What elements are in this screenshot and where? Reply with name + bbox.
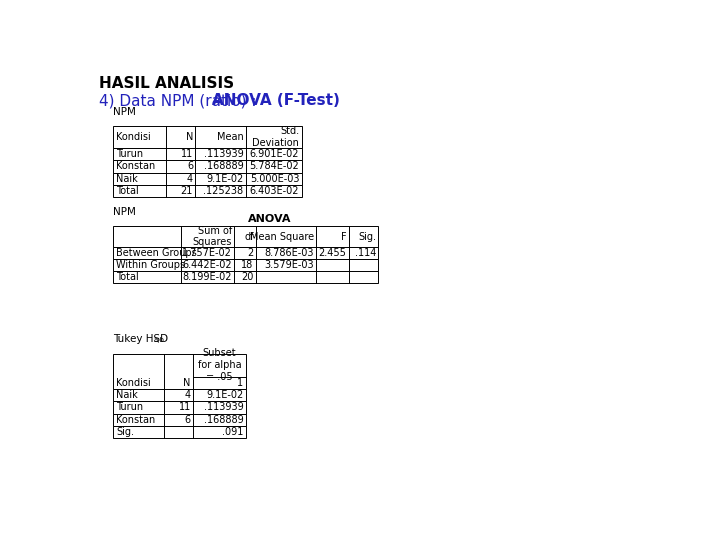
Text: 5.784E-02: 5.784E-02 bbox=[250, 161, 300, 171]
Text: .091: .091 bbox=[222, 427, 243, 437]
Text: ANOVA (F-Test): ANOVA (F-Test) bbox=[212, 93, 341, 109]
Text: Sum of
Squares: Sum of Squares bbox=[192, 226, 232, 247]
Text: .168889: .168889 bbox=[204, 415, 243, 425]
Text: 1: 1 bbox=[238, 378, 243, 388]
Text: Kondisi: Kondisi bbox=[117, 132, 151, 142]
Text: 3.579E-03: 3.579E-03 bbox=[264, 260, 314, 270]
Bar bbox=[113, 226, 378, 247]
Text: 6.442E-02: 6.442E-02 bbox=[182, 260, 232, 270]
Bar bbox=[113, 160, 302, 173]
Text: 6: 6 bbox=[187, 161, 193, 171]
Bar bbox=[113, 389, 246, 401]
Bar bbox=[113, 271, 378, 284]
Text: 4: 4 bbox=[184, 390, 191, 400]
Text: Total: Total bbox=[117, 272, 139, 282]
Text: 9.1E-02: 9.1E-02 bbox=[206, 390, 243, 400]
Bar bbox=[113, 148, 302, 160]
Text: Mean: Mean bbox=[217, 132, 243, 142]
Text: Kondisi: Kondisi bbox=[117, 378, 151, 388]
Text: Konstan: Konstan bbox=[117, 415, 156, 425]
Text: 6: 6 bbox=[184, 415, 191, 425]
Text: 6.403E-02: 6.403E-02 bbox=[250, 186, 300, 196]
Text: 4: 4 bbox=[187, 174, 193, 184]
Text: Between Groups: Between Groups bbox=[117, 248, 197, 258]
Bar bbox=[113, 259, 378, 271]
Text: 18: 18 bbox=[241, 260, 253, 270]
Text: Turun: Turun bbox=[117, 149, 143, 159]
Text: N: N bbox=[186, 132, 193, 142]
Text: .168889: .168889 bbox=[204, 161, 243, 171]
Text: Subset
for alpha
= .05: Subset for alpha = .05 bbox=[197, 348, 241, 382]
Text: 6.901E-02: 6.901E-02 bbox=[250, 149, 300, 159]
Text: Tukey HSD: Tukey HSD bbox=[113, 334, 168, 345]
Text: Std.
Deviation: Std. Deviation bbox=[253, 126, 300, 148]
Text: HASIL ANALISIS: HASIL ANALISIS bbox=[99, 76, 235, 91]
Bar bbox=[113, 354, 246, 389]
Text: 11: 11 bbox=[179, 402, 191, 413]
Text: 5.000E-03: 5.000E-03 bbox=[250, 174, 300, 184]
Text: Naik: Naik bbox=[117, 390, 138, 400]
Text: Total: Total bbox=[117, 186, 139, 196]
Text: 8.786E-03: 8.786E-03 bbox=[264, 248, 314, 258]
Text: NPM: NPM bbox=[113, 207, 136, 217]
Text: .113939: .113939 bbox=[204, 149, 243, 159]
Text: N: N bbox=[184, 378, 191, 388]
Text: Sig.: Sig. bbox=[117, 427, 135, 437]
Text: Turun: Turun bbox=[117, 402, 143, 413]
Text: Mean Square: Mean Square bbox=[250, 232, 314, 241]
Bar bbox=[113, 414, 246, 426]
Text: 2.455: 2.455 bbox=[319, 248, 346, 258]
Text: df: df bbox=[244, 232, 253, 241]
Text: Within Groups: Within Groups bbox=[117, 260, 186, 270]
Text: 1.757E-02: 1.757E-02 bbox=[182, 248, 232, 258]
Text: Sig.: Sig. bbox=[358, 232, 376, 241]
Text: Konstan: Konstan bbox=[117, 161, 156, 171]
Text: F: F bbox=[341, 232, 346, 241]
Text: ANOVA: ANOVA bbox=[248, 214, 291, 224]
Text: 11: 11 bbox=[181, 149, 193, 159]
Bar bbox=[113, 247, 378, 259]
Text: 21: 21 bbox=[181, 186, 193, 196]
Text: .125238: .125238 bbox=[203, 186, 243, 196]
Text: .114: .114 bbox=[355, 248, 376, 258]
Text: NPM: NPM bbox=[113, 107, 136, 117]
Bar bbox=[113, 173, 302, 185]
Text: 20: 20 bbox=[241, 272, 253, 282]
Text: a,b: a,b bbox=[153, 337, 164, 343]
Bar bbox=[113, 126, 302, 148]
Bar bbox=[113, 401, 246, 414]
Text: .113939: .113939 bbox=[204, 402, 243, 413]
Text: 2: 2 bbox=[247, 248, 253, 258]
Text: Naik: Naik bbox=[117, 174, 138, 184]
Text: 4) Data NPM (ratio) :: 4) Data NPM (ratio) : bbox=[99, 93, 261, 109]
Bar bbox=[113, 426, 246, 438]
Text: 8.199E-02: 8.199E-02 bbox=[182, 272, 232, 282]
Bar bbox=[113, 185, 302, 197]
Text: 9.1E-02: 9.1E-02 bbox=[206, 174, 243, 184]
